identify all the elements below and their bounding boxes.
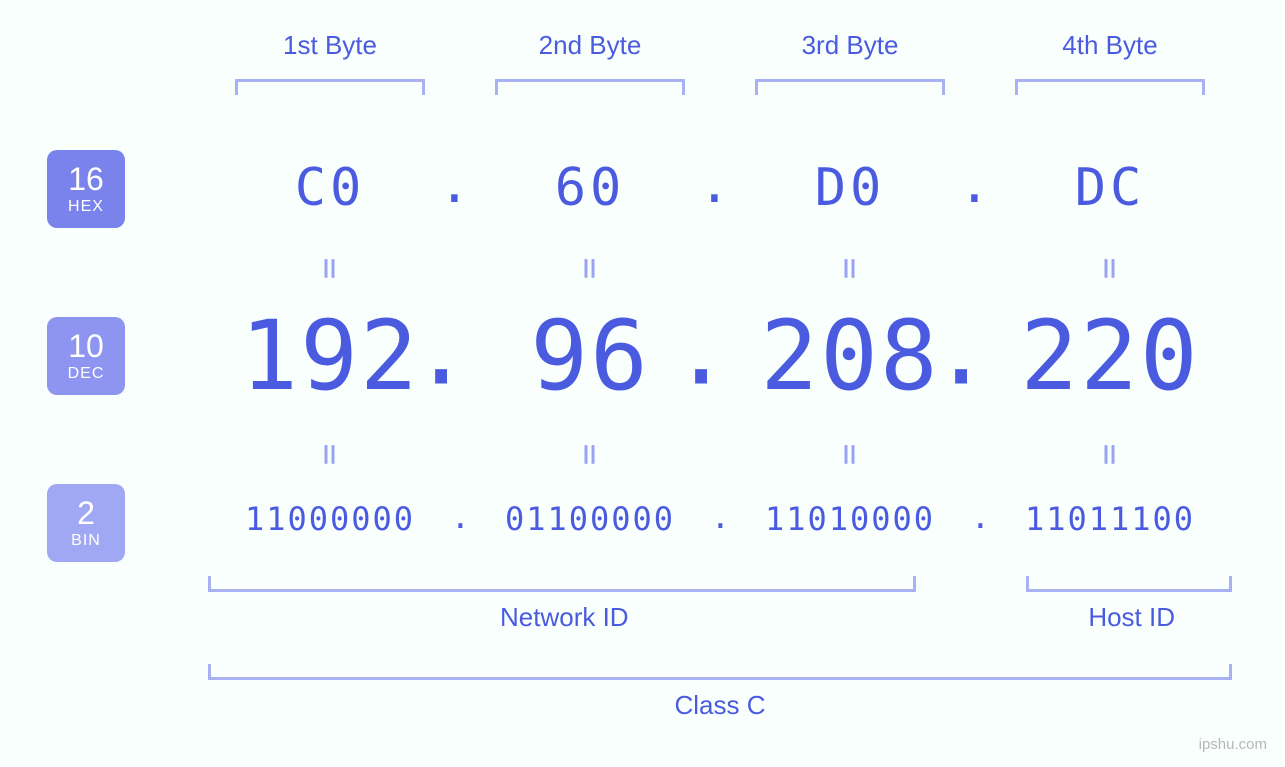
dec-byte-1: 192 bbox=[240, 300, 419, 412]
byte-label-1: 1st Byte bbox=[283, 30, 377, 61]
top-bracket-3 bbox=[755, 79, 945, 95]
byte-col-4: 4th Byte bbox=[980, 30, 1240, 95]
dec-byte-4: 220 bbox=[1020, 300, 1199, 412]
ip-diagram: 16 HEX 10 DEC 2 BIN 1st Byte 2nd Byte 3r… bbox=[0, 0, 1285, 767]
network-id-bracket bbox=[208, 576, 916, 592]
badge-dec-base: 10 bbox=[68, 330, 104, 362]
top-bracket-2 bbox=[495, 79, 685, 95]
hex-byte-1: C0 bbox=[295, 158, 366, 218]
hex-byte-3: D0 bbox=[815, 158, 886, 218]
bin-byte-1: 11000000 bbox=[245, 500, 415, 538]
byte-col-2: 2nd Byte bbox=[460, 30, 720, 95]
badge-hex-base: 16 bbox=[68, 163, 104, 195]
equals-icon: = bbox=[1090, 444, 1131, 458]
equals-icon: = bbox=[570, 258, 611, 272]
dec-byte-2: 96 bbox=[530, 300, 650, 412]
equals-icon: = bbox=[310, 258, 351, 272]
byte-label-4: 4th Byte bbox=[1062, 30, 1157, 61]
host-id-label: Host ID bbox=[1088, 602, 1175, 633]
badge-bin-base: 2 bbox=[77, 497, 95, 529]
equals-icon: = bbox=[830, 258, 871, 272]
byte-col-3: 3rd Byte bbox=[720, 30, 980, 95]
hex-byte-4: DC bbox=[1075, 158, 1146, 218]
badge-dec-label: DEC bbox=[68, 366, 105, 382]
equals-row-dec-bin: = = = = bbox=[200, 430, 1240, 471]
badge-hex: 16 HEX bbox=[47, 150, 125, 228]
class-label: Class C bbox=[674, 690, 765, 721]
top-bracket-1 bbox=[235, 79, 425, 95]
watermark: ipshu.com bbox=[1199, 736, 1267, 753]
class-bracket bbox=[208, 664, 1232, 680]
badge-dec: 10 DEC bbox=[47, 317, 125, 395]
bin-row: 11000000. 01100000. 11010000. 11011100 bbox=[200, 500, 1240, 538]
bin-byte-4: 11011100 bbox=[1025, 500, 1195, 538]
equals-icon: = bbox=[830, 444, 871, 458]
badge-bin-label: BIN bbox=[71, 533, 101, 549]
dec-byte-3: 208 bbox=[760, 300, 939, 412]
equals-icon: = bbox=[1090, 258, 1131, 272]
badge-bin: 2 BIN bbox=[47, 484, 125, 562]
byte-columns-header: 1st Byte 2nd Byte 3rd Byte 4th Byte bbox=[200, 30, 1240, 95]
hex-byte-2: 60 bbox=[555, 158, 626, 218]
equals-row-hex-dec: = = = = bbox=[200, 244, 1240, 285]
top-bracket-4 bbox=[1015, 79, 1205, 95]
bin-byte-3: 11010000 bbox=[765, 500, 935, 538]
badge-hex-label: HEX bbox=[68, 199, 104, 215]
equals-icon: = bbox=[310, 444, 351, 458]
equals-icon: = bbox=[570, 444, 611, 458]
network-id-label: Network ID bbox=[500, 602, 629, 633]
byte-label-3: 3rd Byte bbox=[802, 30, 899, 61]
bin-byte-2: 01100000 bbox=[505, 500, 675, 538]
dec-row: 192. 96. 208. 220 bbox=[200, 300, 1240, 412]
byte-col-1: 1st Byte bbox=[200, 30, 460, 95]
host-id-bracket bbox=[1026, 576, 1232, 592]
byte-label-2: 2nd Byte bbox=[539, 30, 642, 61]
hex-row: C0. 60. D0. DC bbox=[200, 158, 1240, 218]
